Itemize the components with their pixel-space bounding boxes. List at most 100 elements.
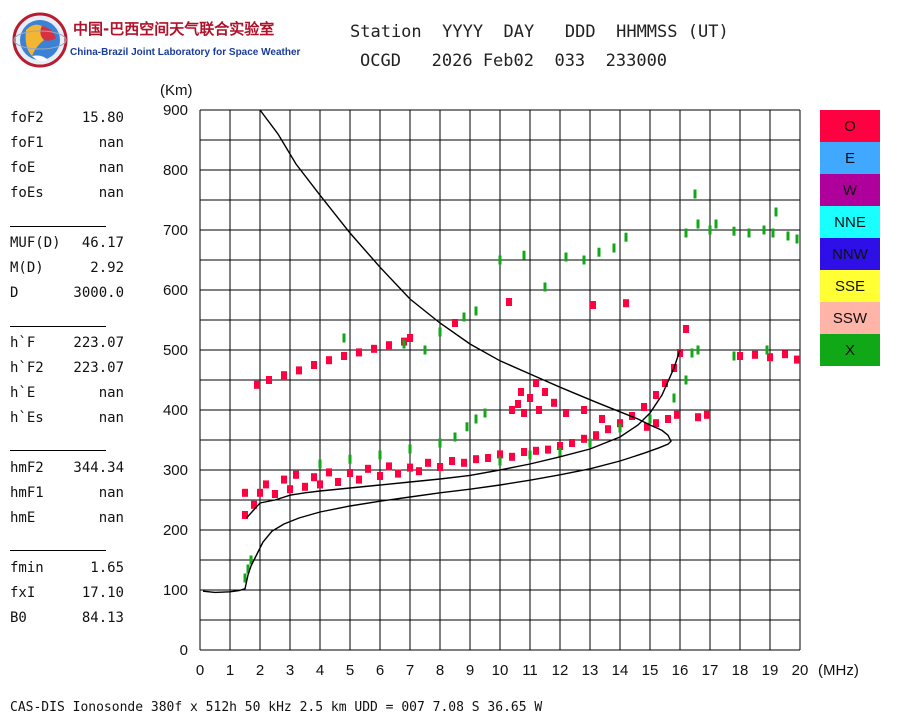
x-tick-label: 15 <box>642 662 659 679</box>
echo-point-O-trace <box>569 439 575 447</box>
echo-point-X-trace <box>498 255 502 265</box>
x-tick-label: 8 <box>436 662 444 679</box>
param-divider <box>10 226 106 227</box>
param-name: hmF1 <box>10 485 44 501</box>
echo-point-O-trace <box>272 490 278 498</box>
x-tick-label: 3 <box>286 662 294 679</box>
echo-point-X-trace <box>648 414 652 424</box>
x-tick-label: 18 <box>732 662 749 679</box>
echo-point-O-trace <box>521 448 527 456</box>
legend-item: X <box>820 334 880 366</box>
echo-point-O-multiple <box>599 415 605 423</box>
echo-point-O-trace <box>281 475 287 484</box>
param-value: 17.10 <box>81 585 124 601</box>
echo-point-O-multiple <box>452 319 458 327</box>
echo-point-O-trace <box>662 379 668 387</box>
echo-point-X-trace <box>558 447 562 457</box>
param-name: B0 <box>10 610 27 626</box>
echo-point-X-trace <box>564 252 568 262</box>
param-name: M(D) <box>10 260 44 276</box>
echo-point-X-trace <box>543 282 547 292</box>
echo-point-O-trace <box>497 450 503 459</box>
echo-point-X-trace <box>582 255 586 265</box>
echo-point-O-multiple <box>254 380 260 389</box>
echo-point-O-multiple <box>752 350 758 359</box>
param-value: nan <box>98 135 124 151</box>
echo-point-O-trace <box>416 467 422 476</box>
echo-point-O-multiple <box>704 410 710 419</box>
x-tick-label: 16 <box>672 662 689 679</box>
echo-point-X-trace <box>765 345 769 355</box>
echo-point-O-trace <box>461 458 467 467</box>
echo-point-X-trace <box>693 189 697 199</box>
echo-point-X-trace <box>246 564 250 574</box>
echo-point-O-trace <box>683 325 689 333</box>
param-value: 223.07 <box>73 335 124 351</box>
echo-point-O-multiple <box>515 400 521 408</box>
echo-point-O-trace <box>302 482 308 491</box>
legend-item: O <box>820 110 880 142</box>
echo-point-X-trace <box>762 225 766 235</box>
echo-point-X-trace <box>690 348 694 358</box>
x-tick-label: 5 <box>346 662 354 679</box>
trace-line-virtual-height <box>245 349 681 519</box>
echo-point-O-multiple <box>509 406 515 414</box>
echo-point-X-trace <box>684 228 688 238</box>
echo-point-O-multiple <box>296 366 302 375</box>
echo-point-O-trace <box>473 455 479 464</box>
echo-point-O-trace <box>593 431 599 440</box>
y-tick-label: 800 <box>163 162 188 179</box>
header-labels: Station YYYY DAY DDD HHMMSS (UT) <box>350 22 729 42</box>
param-name: hmE <box>10 510 36 526</box>
x-tick-label: 9 <box>466 662 474 679</box>
echo-point-X-trace <box>342 333 346 343</box>
echo-point-X-trace <box>348 454 352 464</box>
x-tick-label: 12 <box>552 662 569 679</box>
echo-point-X-trace <box>786 231 790 241</box>
x-tick-label: 19 <box>762 662 779 679</box>
echo-point-X-trace <box>378 450 382 460</box>
x-axis-label: (MHz) <box>818 662 859 679</box>
echo-point-O-trace <box>347 469 353 477</box>
echo-point-O-multiple <box>506 298 512 306</box>
echo-point-O-multiple <box>326 356 332 365</box>
y-tick-label: 500 <box>163 342 188 359</box>
echo-point-O-trace <box>653 391 659 399</box>
logo-subtitle: China-Brazil Joint Laboratory for Space … <box>70 47 301 58</box>
param-name: foF2 <box>10 110 44 126</box>
echo-point-O-trace <box>251 500 257 509</box>
x-tick-label: 7 <box>406 662 414 679</box>
echo-point-X-trace <box>672 393 676 403</box>
echo-point-O-multiple <box>581 406 587 414</box>
globe-logo-icon <box>12 12 68 68</box>
echo-point-O-multiple <box>521 409 527 417</box>
echo-point-O-trace <box>425 458 431 467</box>
param-name: h`E <box>10 385 36 401</box>
legend-item: NNE <box>820 206 880 238</box>
echo-point-X-trace <box>498 456 502 466</box>
x-tick-label: 2 <box>256 662 264 679</box>
echo-point-O-multiple <box>536 406 542 414</box>
polarization-legend: O E W NNE NNW SSE SSW X <box>820 110 880 366</box>
echo-point-O-multiple <box>623 299 629 308</box>
echo-point-X-trace <box>423 345 427 355</box>
echo-point-O-trace <box>386 462 392 471</box>
echo-point-O-multiple <box>737 352 743 360</box>
echo-point-X-trace <box>708 225 712 235</box>
echo-point-X-trace <box>465 422 469 432</box>
param-name: foEs <box>10 185 44 201</box>
param-divider <box>10 450 106 451</box>
legend-item: SSW <box>820 302 880 334</box>
echo-point-O-trace <box>335 478 341 486</box>
echo-point-X-trace <box>402 339 406 349</box>
param-value: nan <box>98 485 124 501</box>
echo-point-X-trace <box>408 444 412 454</box>
param-value: nan <box>98 410 124 426</box>
x-tick-label: 17 <box>702 662 719 679</box>
echo-point-X-trace <box>771 228 775 238</box>
x-tick-label: 20 <box>792 662 809 679</box>
param-name: h`Es <box>10 410 44 426</box>
echo-point-O-trace <box>407 463 413 472</box>
legend-item: SSE <box>820 270 880 302</box>
logo-title: 中国-巴西空间天气联合实验室 <box>73 20 275 38</box>
